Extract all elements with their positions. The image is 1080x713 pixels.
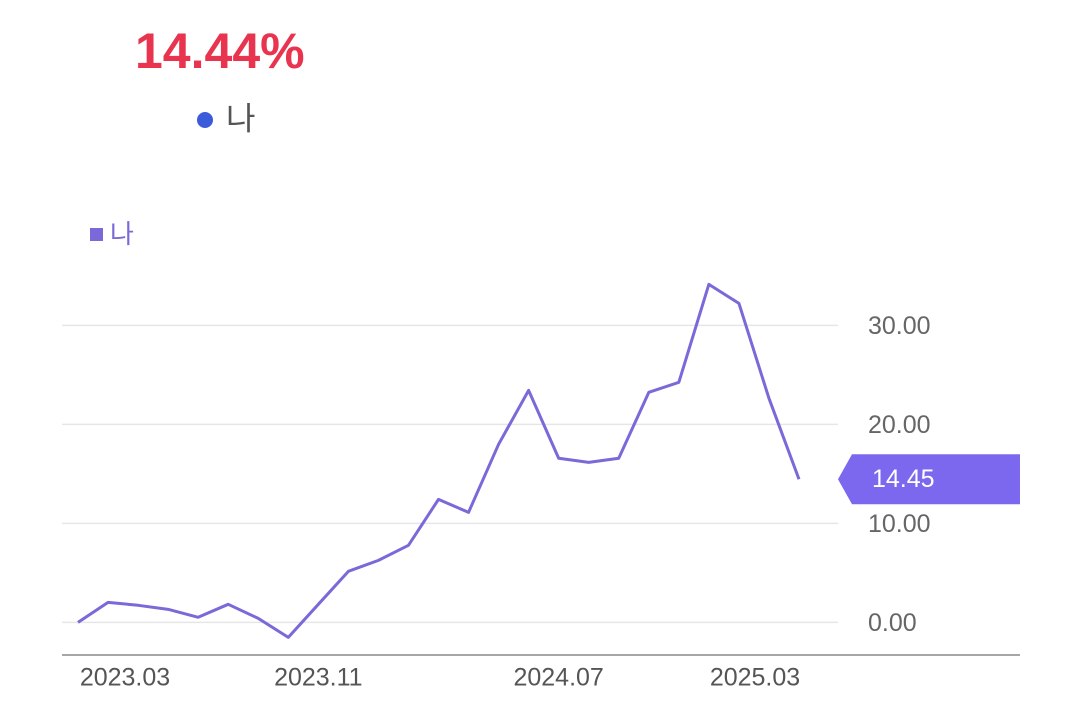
legend-label: 나 [110, 219, 134, 249]
header-legend: 나 [226, 100, 255, 136]
x-tick-label: 2023.03 [80, 664, 170, 692]
x-tick-label: 2024.07 [513, 664, 603, 692]
y-tick-label: 0.00 [868, 609, 917, 637]
headline-value: 14.44% [135, 23, 305, 79]
y-tick-label: 20.00 [868, 411, 931, 439]
line [77, 282, 801, 639]
y-tick-label: 10.00 [868, 510, 931, 538]
legend-swatch [90, 228, 103, 241]
x-tick-label: 2025.03 [710, 664, 800, 692]
y-tick-label: 30.00 [868, 312, 931, 340]
last-value-badge [838, 454, 1020, 505]
legend-dot [197, 112, 213, 128]
last-value-label: 14.45 [872, 465, 935, 493]
x-tick-label: 2023.11 [274, 664, 363, 692]
